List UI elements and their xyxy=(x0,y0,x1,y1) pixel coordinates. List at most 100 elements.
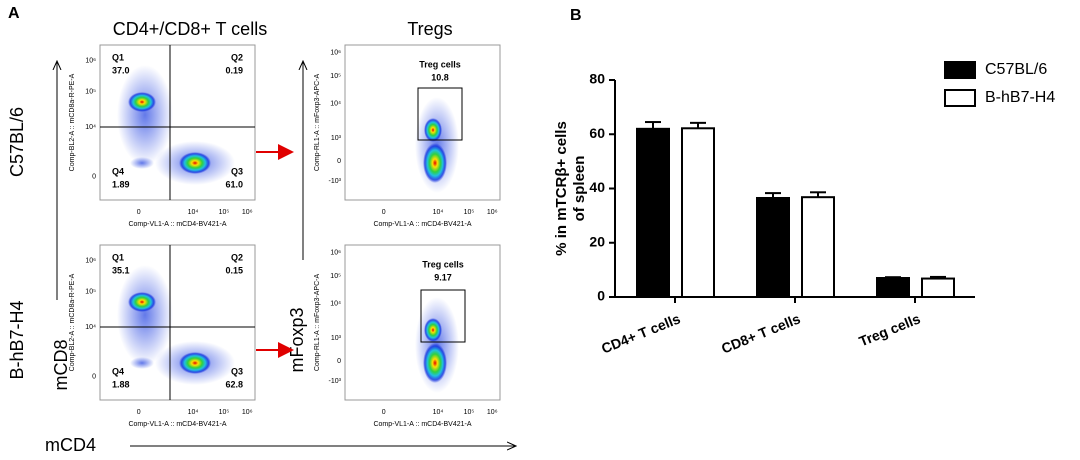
quadrant-value: 61.0 xyxy=(225,179,243,189)
legend-swatch xyxy=(944,89,976,107)
quadrant-name: Q2 xyxy=(231,52,243,62)
quadrant-name: Q1 xyxy=(112,252,124,262)
plot-y-tick: 10³ xyxy=(331,335,342,342)
gate-name: Treg cells xyxy=(422,259,464,269)
cell-cluster xyxy=(424,318,442,342)
plot-y-tick: 10⁴ xyxy=(330,301,341,308)
gate xyxy=(420,289,466,343)
cell-cluster xyxy=(128,92,156,112)
cell-cluster xyxy=(424,118,442,142)
x-tick-label: Treg cells xyxy=(857,310,923,349)
plot-x-tick: 0 xyxy=(137,209,141,216)
legend-swatch xyxy=(944,61,976,79)
plot-x-tick: 10⁵ xyxy=(219,209,230,216)
plot-x-tick: 10⁵ xyxy=(219,409,230,416)
column-title: Tregs xyxy=(407,19,452,39)
plot-y-tick: 10⁵ xyxy=(85,288,96,295)
plot-y-tick: 10⁵ xyxy=(330,273,341,280)
plot-x-tick: 10⁵ xyxy=(464,409,475,416)
quadrant-value: 0.19 xyxy=(225,65,243,75)
plot-y-tick: 10⁴ xyxy=(85,324,96,331)
quadrant-value: 37.0 xyxy=(112,65,130,75)
plot-y-tick: 0 xyxy=(92,174,96,181)
gate-name: Treg cells xyxy=(419,59,461,69)
plot-y-tick: 0 xyxy=(337,358,341,365)
gate-value: 9.17 xyxy=(434,272,452,282)
plot-y-tick: 10⁴ xyxy=(85,124,96,131)
plot-x-tick: 0 xyxy=(382,409,386,416)
plot-y-tick: -10³ xyxy=(329,178,342,185)
plot-y-tick: 10⁶ xyxy=(85,257,96,264)
column-title: CD4+/CD8+ T cells xyxy=(113,19,267,39)
cell-cluster xyxy=(130,357,154,369)
plot-x-tick: 10⁴ xyxy=(188,409,199,416)
plot-x-tick: 10⁶ xyxy=(487,209,498,216)
plot-y-tick: 10⁶ xyxy=(330,250,341,257)
plot-frame xyxy=(344,244,501,401)
plot-x-label: Comp-VL1-A :: mCD4-BV421-A xyxy=(128,221,226,228)
y-tick-label: 60 xyxy=(589,125,605,141)
quadrant-name: Q1 xyxy=(112,52,124,62)
cell-cluster xyxy=(423,343,447,383)
y-tick-label: 40 xyxy=(589,179,605,195)
cell-cluster xyxy=(128,292,156,312)
quadrant-name: Q4 xyxy=(112,366,124,376)
panel-label: A xyxy=(8,5,20,22)
cell-cluster xyxy=(423,143,447,183)
plot-x-tick: 0 xyxy=(137,409,141,416)
quadrant-value: 62.8 xyxy=(225,379,243,389)
cell-cluster xyxy=(117,65,173,165)
plot-x-tick: 10⁴ xyxy=(433,209,444,216)
legend-label: C57BL/6 xyxy=(985,61,1047,78)
plot-x-label: Comp-VL1-A :: mCD4-BV421-A xyxy=(128,421,226,428)
row-label: C57BL/6 xyxy=(7,107,27,177)
plot-y-tick: 10³ xyxy=(331,135,342,142)
y-axis-label: of spleen xyxy=(571,156,588,222)
cell-cluster xyxy=(130,157,154,169)
quadrant-name: Q3 xyxy=(231,166,243,176)
plot-y-tick: 10⁵ xyxy=(330,73,341,80)
bar xyxy=(801,196,835,298)
y-tick-label: 80 xyxy=(589,71,605,87)
plot-y-tick: 0 xyxy=(337,158,341,165)
y-axis-label: % in mTCRβ+ cells xyxy=(553,121,570,256)
plot-y-tick: 10⁶ xyxy=(85,57,96,64)
plot-y-tick: 0 xyxy=(92,374,96,381)
plot-x-tick: 10⁶ xyxy=(242,409,253,416)
plot-frame xyxy=(99,44,256,201)
x-tick-label: CD8+ T cells xyxy=(719,310,803,356)
x-tick-label: CD4+ T cells xyxy=(599,310,683,356)
plot-y-label: Comp-BL2-A :: mCD8a-R-PE-A xyxy=(69,73,76,171)
plot-x-tick: 0 xyxy=(382,209,386,216)
plot-y-label: Comp-RL1-A :: mFoxp3-APC-A xyxy=(314,274,321,372)
y-tick-label: 0 xyxy=(597,288,605,304)
plot-y-label: Comp-RL1-A :: mFoxp3-APC-A xyxy=(314,74,321,172)
gate xyxy=(417,87,463,141)
plot-x-tick: 10⁴ xyxy=(433,409,444,416)
plot-x-label: Comp-VL1-A :: mCD4-BV421-A xyxy=(373,421,471,428)
quadrant-name: Q2 xyxy=(231,252,243,262)
axis-label: mCD4 xyxy=(45,435,96,455)
quadrant-value: 1.89 xyxy=(112,179,130,189)
bar xyxy=(921,277,955,298)
axis-label: mFoxp3 xyxy=(287,307,307,372)
bar xyxy=(636,127,670,298)
quadrant-name: Q3 xyxy=(231,366,243,376)
gate-value: 10.8 xyxy=(431,72,449,82)
bar xyxy=(681,127,715,298)
quadrant-value: 0.15 xyxy=(225,265,243,275)
row-label: B-hB7-H4 xyxy=(7,300,27,379)
plot-x-tick: 10⁶ xyxy=(487,409,498,416)
plot-x-tick: 10⁵ xyxy=(464,209,475,216)
plot-y-tick: 10⁵ xyxy=(85,88,96,95)
plot-x-tick: 10⁶ xyxy=(242,209,253,216)
quadrant-value: 1.88 xyxy=(112,379,130,389)
bar xyxy=(756,196,790,298)
plot-frame xyxy=(99,244,256,401)
plot-y-tick: 10⁶ xyxy=(330,50,341,57)
cell-cluster xyxy=(117,265,173,365)
plot-y-tick: -10³ xyxy=(329,378,342,385)
quadrant-name: Q4 xyxy=(112,166,124,176)
plot-y-label: Comp-BL2-A :: mCD8a-R-PE-A xyxy=(69,273,76,371)
plot-x-label: Comp-VL1-A :: mCD4-BV421-A xyxy=(373,221,471,228)
